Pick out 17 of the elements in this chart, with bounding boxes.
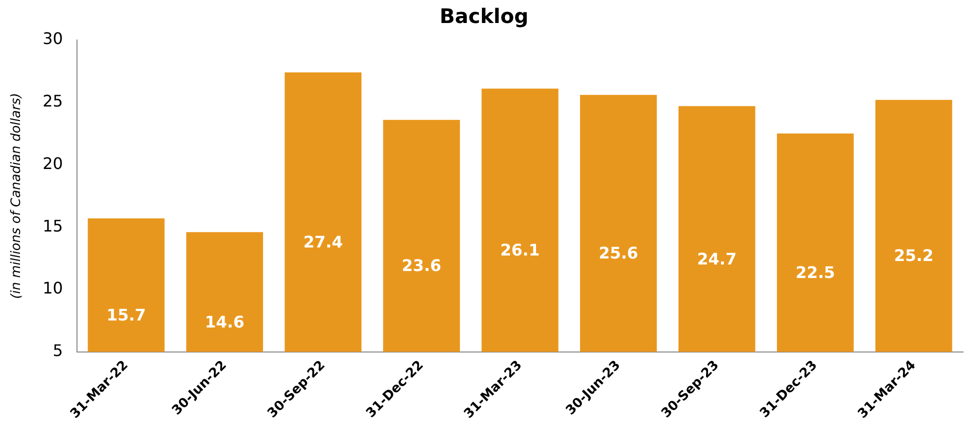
data-label: 23.6 bbox=[402, 256, 442, 276]
y-tick-label: 10 bbox=[42, 278, 63, 298]
data-label: 26.1 bbox=[500, 240, 540, 260]
data-label: 27.4 bbox=[303, 232, 343, 252]
chart-title: Backlog bbox=[440, 4, 528, 28]
data-label: 14.6 bbox=[204, 312, 244, 332]
y-tick-label: 30 bbox=[42, 29, 63, 48]
y-axis-title: (in millions of Canadian dollars) bbox=[9, 92, 24, 299]
y-tick-label: 15 bbox=[42, 216, 63, 236]
data-label: 24.7 bbox=[697, 249, 737, 268]
data-label: 25.6 bbox=[598, 244, 638, 263]
data-label: 25.2 bbox=[894, 246, 934, 266]
y-tick-label: 20 bbox=[42, 154, 63, 173]
y-tick-label: 5 bbox=[52, 341, 63, 360]
data-label: 15.7 bbox=[106, 305, 146, 324]
y-tick-label: 25 bbox=[42, 92, 63, 111]
data-label: 22.5 bbox=[796, 263, 836, 282]
